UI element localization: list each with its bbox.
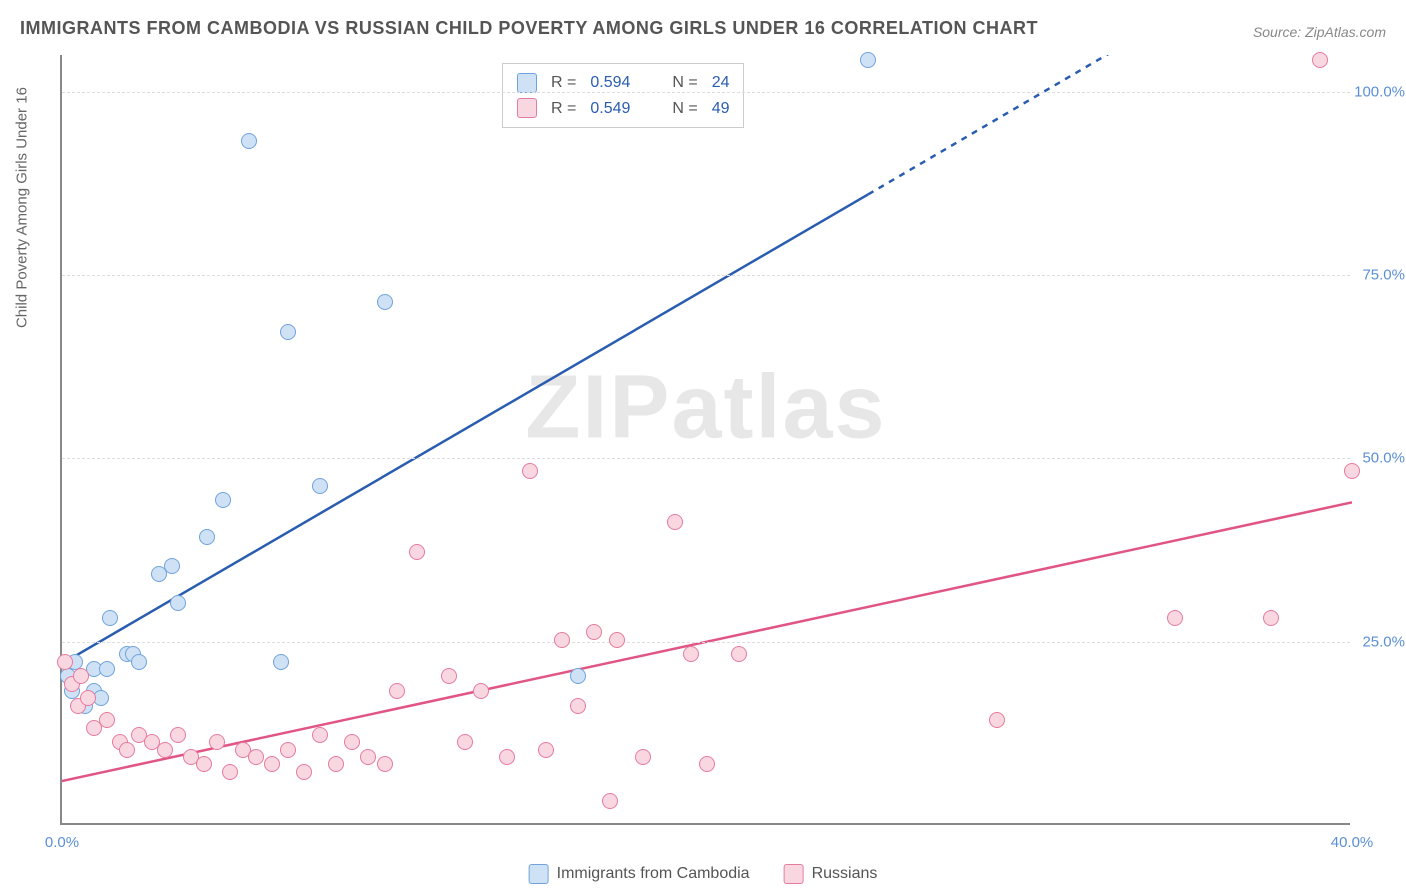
gridline: [62, 275, 1350, 276]
bottom-legend-label-russians: Russians: [812, 865, 878, 883]
data-point-russians: [538, 742, 554, 758]
data-point-russians: [360, 749, 376, 765]
data-point-russians: [635, 749, 651, 765]
data-point-russians: [344, 734, 360, 750]
legend-stats-box: R =0.594N =24R =0.549N =49: [502, 63, 744, 128]
bottom-legend-item-cambodia: Immigrants from Cambodia: [529, 864, 750, 884]
x-tick-label: 40.0%: [1331, 834, 1374, 851]
data-point-cambodia: [170, 595, 186, 611]
data-point-cambodia: [377, 294, 393, 310]
watermark-rest: atlas: [671, 358, 886, 458]
data-point-russians: [1167, 610, 1183, 626]
data-point-russians: [683, 646, 699, 662]
plot-area: ZIPatlas R =0.594N =24R =0.549N =49 25.0…: [60, 55, 1350, 825]
data-point-russians: [248, 749, 264, 765]
n-value-russians: 49: [712, 96, 730, 122]
x-tick-label: 0.0%: [45, 834, 79, 851]
data-point-russians: [196, 756, 212, 772]
data-point-russians: [602, 793, 618, 809]
data-point-russians: [99, 712, 115, 728]
data-point-russians: [499, 749, 515, 765]
data-point-russians: [296, 764, 312, 780]
watermark-bold: ZIP: [525, 358, 671, 458]
data-point-russians: [80, 690, 96, 706]
data-point-russians: [264, 756, 280, 772]
data-point-cambodia: [241, 133, 257, 149]
trend-line-dash-cambodia: [868, 55, 1207, 194]
data-point-russians: [441, 668, 457, 684]
n-label: N =: [672, 96, 697, 122]
data-point-russians: [170, 727, 186, 743]
data-point-russians: [209, 734, 225, 750]
data-point-russians: [1312, 52, 1328, 68]
data-point-russians: [73, 668, 89, 684]
data-point-cambodia: [312, 478, 328, 494]
legend-swatch-russians: [784, 864, 804, 884]
data-point-russians: [699, 756, 715, 772]
data-point-cambodia: [199, 529, 215, 545]
legend-swatch-russians: [517, 98, 537, 118]
data-point-cambodia: [280, 324, 296, 340]
data-point-russians: [473, 683, 489, 699]
data-point-cambodia: [273, 654, 289, 670]
y-tick-label: 25.0%: [1362, 633, 1405, 650]
data-point-cambodia: [570, 668, 586, 684]
y-tick-label: 75.0%: [1362, 267, 1405, 284]
data-point-russians: [389, 683, 405, 699]
data-point-russians: [280, 742, 296, 758]
gridline: [62, 92, 1350, 93]
data-point-russians: [377, 756, 393, 772]
bottom-legend: Immigrants from Cambodia Russians: [529, 864, 878, 884]
chart-title: IMMIGRANTS FROM CAMBODIA VS RUSSIAN CHIL…: [20, 18, 1038, 39]
data-point-russians: [409, 544, 425, 560]
bottom-legend-item-russians: Russians: [784, 864, 878, 884]
data-point-russians: [731, 646, 747, 662]
gridline: [62, 642, 1350, 643]
data-point-russians: [328, 756, 344, 772]
data-point-russians: [57, 654, 73, 670]
trend-line-cambodia: [62, 194, 868, 663]
y-axis-title: Child Poverty Among Girls Under 16: [14, 87, 31, 328]
legend-stats-row-russians: R = 0.549 N = 49: [517, 96, 729, 122]
data-point-russians: [586, 624, 602, 640]
bottom-legend-label-cambodia: Immigrants from Cambodia: [557, 865, 750, 883]
data-point-russians: [157, 742, 173, 758]
data-point-russians: [667, 514, 683, 530]
data-point-cambodia: [131, 654, 147, 670]
data-point-cambodia: [860, 52, 876, 68]
data-point-cambodia: [215, 492, 231, 508]
data-point-russians: [989, 712, 1005, 728]
data-point-russians: [570, 698, 586, 714]
data-point-cambodia: [164, 558, 180, 574]
data-point-russians: [609, 632, 625, 648]
trend-lines: [62, 55, 1352, 825]
data-point-russians: [522, 463, 538, 479]
data-point-cambodia: [99, 661, 115, 677]
legend-swatch-cambodia: [517, 73, 537, 93]
watermark: ZIPatlas: [525, 357, 886, 460]
r-label: R =: [551, 96, 576, 122]
data-point-russians: [1344, 463, 1360, 479]
data-point-russians: [119, 742, 135, 758]
source-label: Source: ZipAtlas.com: [1253, 24, 1386, 40]
r-value-russians: 0.549: [590, 96, 644, 122]
data-point-cambodia: [102, 610, 118, 626]
gridline: [62, 458, 1350, 459]
legend-swatch-cambodia: [529, 864, 549, 884]
data-point-russians: [457, 734, 473, 750]
y-tick-label: 100.0%: [1354, 83, 1405, 100]
y-tick-label: 50.0%: [1362, 450, 1405, 467]
data-point-russians: [554, 632, 570, 648]
data-point-russians: [222, 764, 238, 780]
data-point-russians: [312, 727, 328, 743]
data-point-russians: [1263, 610, 1279, 626]
